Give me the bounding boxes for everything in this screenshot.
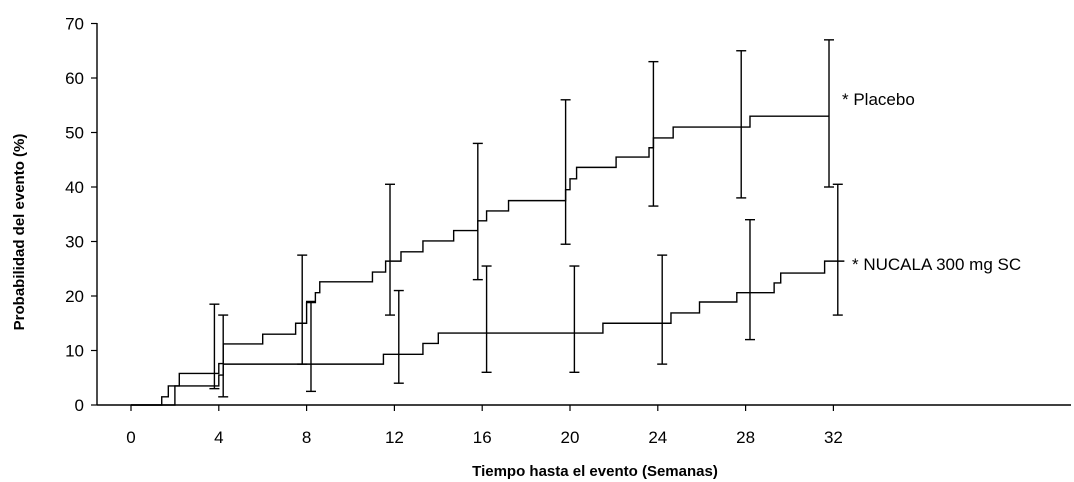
error-bar-nucala	[832, 183, 843, 316]
y-tick-label: 40	[65, 178, 84, 197]
error-bar-nucala	[744, 218, 755, 341]
x-axis-title: Tiempo hasta el evento (Semanas)	[472, 463, 718, 480]
x-tick-label: 8	[302, 428, 311, 447]
error-bar-nucala	[569, 265, 580, 373]
series-line-placebo	[131, 115, 830, 406]
error-bar-placebo	[297, 254, 308, 365]
series-placebo: * Placebo	[131, 39, 915, 406]
x-ticks: 0 4 8 12 16 20 24 28 32	[126, 405, 843, 447]
y-tick-label: 60	[65, 69, 84, 88]
x-tick-label: 16	[473, 428, 492, 447]
x-tick-label: 32	[824, 428, 843, 447]
series-label-placebo: * Placebo	[842, 90, 915, 109]
error-bar-placebo	[736, 50, 747, 199]
series-label-nucala: * NUCALA 300 mg SC	[852, 255, 1021, 274]
error-bar-placebo	[209, 303, 220, 390]
x-tick-label: 0	[126, 428, 135, 447]
y-tick-label: 10	[65, 342, 84, 361]
error-bar-nucala	[305, 300, 316, 393]
y-tick-label: 20	[65, 287, 84, 306]
y-tick-label: 30	[65, 233, 84, 252]
x-tick-label: 4	[214, 428, 223, 447]
x-tick-label: 20	[561, 428, 580, 447]
x-tick-label: 24	[648, 428, 667, 447]
series-line-nucala	[131, 260, 845, 406]
x-tick-label: 12	[385, 428, 404, 447]
y-axis-title: Probabilidad del evento (%)	[11, 134, 28, 331]
error-bar-placebo	[472, 142, 483, 281]
error-bar-nucala	[218, 314, 229, 398]
y-tick-label: 0	[75, 396, 84, 415]
error-bar-nucala	[657, 254, 668, 365]
error-bar-placebo	[385, 183, 396, 316]
error-bar-placebo	[560, 99, 571, 245]
series-nucala: * NUCALA 300 mg SC	[131, 183, 1021, 406]
axes	[96, 23, 1071, 406]
error-bar-placebo	[824, 39, 835, 188]
error-bar-nucala	[481, 265, 492, 373]
error-bar-nucala	[393, 289, 404, 384]
y-tick-label: 50	[65, 124, 84, 143]
y-tick-label: 70	[65, 15, 84, 34]
x-tick-label: 28	[736, 428, 755, 447]
error-bar-placebo	[648, 60, 659, 207]
series-group: * Placebo * NUCALA 300 mg SC	[131, 39, 1021, 406]
y-ticks: 0 10 20 30 40 50 60 70	[65, 15, 97, 415]
